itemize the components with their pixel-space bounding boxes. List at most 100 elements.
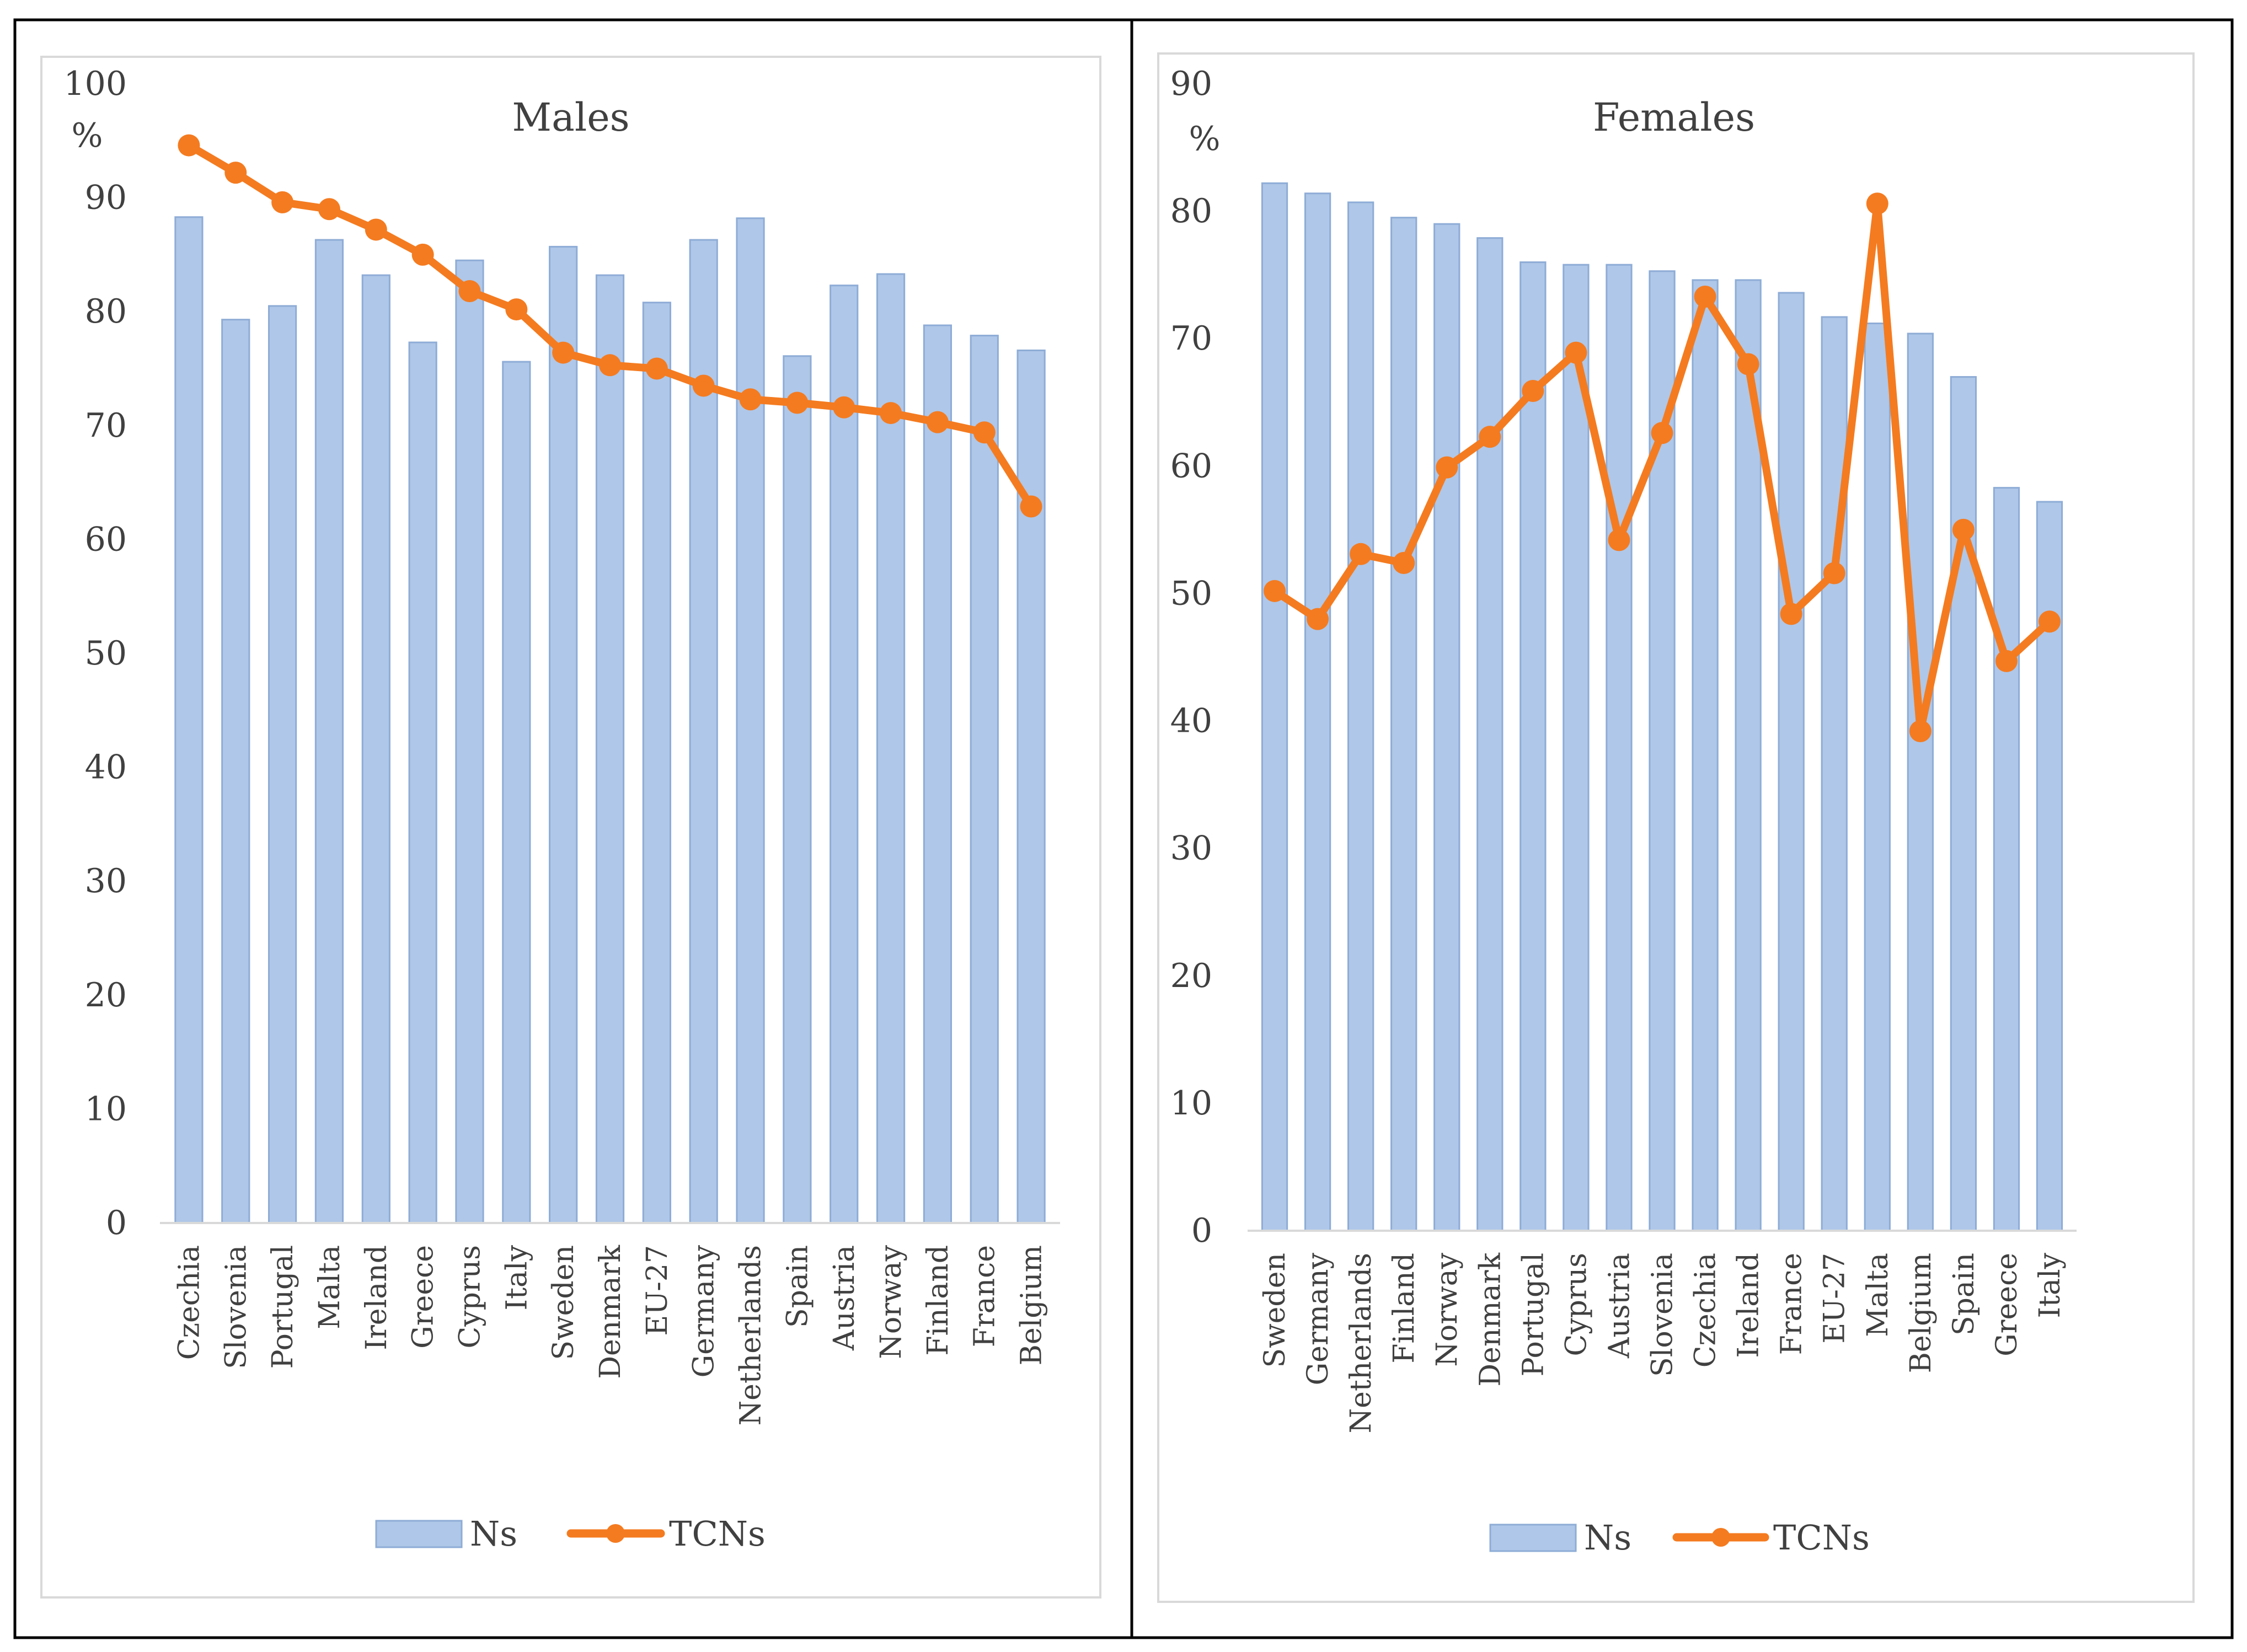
males-chart-border — [40, 56, 1101, 1599]
females-category-label: Sweden — [1259, 1253, 1292, 1367]
females-category-label: EU-27 — [1818, 1253, 1852, 1344]
males-category-label: Norway — [875, 1245, 908, 1359]
females-tcns-point-netherlands — [1350, 543, 1372, 565]
males-ns-bar-finland — [923, 324, 952, 1224]
males-category-label: Cyprus — [453, 1245, 486, 1348]
males-legend-tcns-marker — [606, 1524, 625, 1543]
males-category-label: France — [969, 1245, 1002, 1347]
males-y-tick-label: 100 — [63, 65, 127, 103]
females-category-label: Belgium — [1904, 1253, 1938, 1373]
males-y-tick-label: 30 — [85, 862, 127, 900]
males-legend-tcns-label: TCNs — [669, 1514, 766, 1554]
males-y-tick-label: 90 — [85, 179, 127, 217]
females-chart: Females % 0 10 20 30 40 50 60 70 80 90 Sweden Germ… — [1170, 65, 2077, 1558]
males-y-tick-label: 10 — [85, 1090, 127, 1128]
females-ns-bar-malta — [1864, 322, 1891, 1232]
females-category-label: Portugal — [1517, 1253, 1550, 1376]
females-tcns-point-greece — [1995, 650, 2018, 672]
males-tcns-point-france — [973, 421, 996, 444]
females-category-label: Greece — [1991, 1253, 2024, 1356]
males-ns-bar-spain — [783, 355, 812, 1224]
males-legend: Ns TCNs — [375, 1514, 766, 1554]
males-category-label: Austria — [828, 1245, 861, 1351]
females-legend: Ns TCNs — [1489, 1517, 1870, 1558]
females-tcns-point-finland — [1393, 551, 1415, 574]
females-tcns-point-ireland — [1737, 353, 1759, 376]
males-category-label: Slovenia — [220, 1245, 253, 1369]
females-y-tick-label: 50 — [1170, 574, 1212, 613]
males-ns-bar-denmark — [595, 274, 625, 1224]
females-tcns-point-norway — [1436, 456, 1458, 479]
females-y-tick-label: 40 — [1170, 702, 1212, 741]
females-tcns-point-sweden — [1264, 580, 1286, 602]
males-ns-bars — [174, 216, 1046, 1224]
males-category-label: Sweden — [547, 1245, 580, 1360]
males-y-tick-label: 60 — [85, 520, 127, 559]
males-chart: Males % 0 10 20 30 40 50 60 70 80 90 100 Czechia Sl… — [63, 65, 1060, 1554]
males-y-tick-label: 0 — [106, 1204, 127, 1242]
females-ns-bar-cyprus — [1563, 264, 1590, 1232]
males-legend-ns-swatch — [375, 1520, 463, 1548]
females-ns-bar-greece — [1993, 487, 2020, 1232]
males-tcns-point-ireland — [365, 218, 387, 241]
females-category-label: Malta — [1861, 1253, 1895, 1337]
females-ns-bar-belgium — [1907, 332, 1934, 1232]
females-tcns-point-italy — [2038, 610, 2061, 633]
males-category-label: Czechia — [173, 1245, 206, 1360]
males-y-tick-label: 20 — [85, 976, 127, 1015]
males-tcns-line — [178, 134, 1042, 518]
females-legend-ns-label: Ns — [1584, 1517, 1631, 1558]
males-ns-bar-norway — [876, 273, 906, 1224]
females-y-tick-label: 90 — [1170, 65, 1212, 103]
females-ns-bar-sweden — [1261, 182, 1288, 1232]
males-category-label: Denmark — [594, 1245, 627, 1379]
males-category-label: Finland — [922, 1245, 955, 1356]
males-ns-bar-czechia — [174, 216, 204, 1224]
females-category-label: Finland — [1388, 1253, 1421, 1364]
males-tcns-point-slovenia — [224, 162, 247, 184]
males-y-tick-label: 80 — [85, 292, 127, 331]
females-y-tick-label: 20 — [1170, 957, 1212, 995]
females-y-tick-label: 70 — [1170, 319, 1212, 358]
males-tcns-point-czechia — [178, 134, 200, 157]
females-tcns-point-france — [1780, 603, 1802, 625]
females-legend-tcns-label: TCNs — [1773, 1517, 1870, 1558]
males-ns-bar-germany — [689, 239, 718, 1224]
females-ns-bar-france — [1778, 292, 1805, 1232]
males-tcns-point-greece — [411, 243, 434, 266]
females-category-label: Austria — [1603, 1253, 1636, 1359]
females-tcns-point-austria — [1608, 529, 1630, 551]
males-chart-title: Males — [512, 95, 629, 140]
females-ns-bar-portugal — [1520, 261, 1547, 1232]
females-ns-bar-eu-27 — [1821, 316, 1848, 1232]
males-tcns-point-eu-27 — [645, 357, 668, 380]
females-tcns-point-cyprus — [1565, 341, 1587, 364]
females-tcns-point-malta — [1866, 192, 1888, 215]
males-ns-bar-italy — [502, 361, 531, 1224]
females-y-tick-label: 10 — [1170, 1084, 1212, 1123]
males-category-label: Belgium — [1015, 1245, 1048, 1365]
females-legend-tcns-marker — [1711, 1528, 1730, 1547]
females-category-label: France — [1775, 1253, 1809, 1355]
males-ns-bar-eu-27 — [642, 302, 671, 1224]
males-category-label: Germany — [688, 1245, 721, 1377]
females-ns-bar-denmark — [1476, 237, 1504, 1232]
males-tcns-point-norway — [880, 402, 902, 425]
females-category-label: Netherlands — [1345, 1253, 1378, 1433]
females-category-labels: Sweden Germany Netherlands Finland Norway Den… — [1259, 1252, 2067, 1433]
males-y-unit-label: % — [71, 116, 103, 155]
females-category-label: Norway — [1431, 1252, 1464, 1366]
males-tcns-point-cyprus — [458, 280, 481, 303]
females-chart-border — [1157, 52, 2195, 1603]
females-y-tick-label: 30 — [1170, 829, 1212, 868]
females-category-label: Cyprus — [1560, 1253, 1593, 1356]
males-ns-bar-greece — [408, 341, 437, 1224]
males-category-label: Portugal — [266, 1245, 299, 1369]
males-ns-bar-slovenia — [221, 319, 250, 1224]
males-category-label: Italy — [500, 1245, 533, 1310]
females-tcns-point-portugal — [1522, 379, 1544, 402]
outer-border — [13, 18, 2234, 1639]
males-ns-bar-ireland — [361, 274, 390, 1224]
males-ns-bar-belgium — [1017, 349, 1046, 1224]
females-ns-bar-spain — [1950, 376, 1977, 1232]
